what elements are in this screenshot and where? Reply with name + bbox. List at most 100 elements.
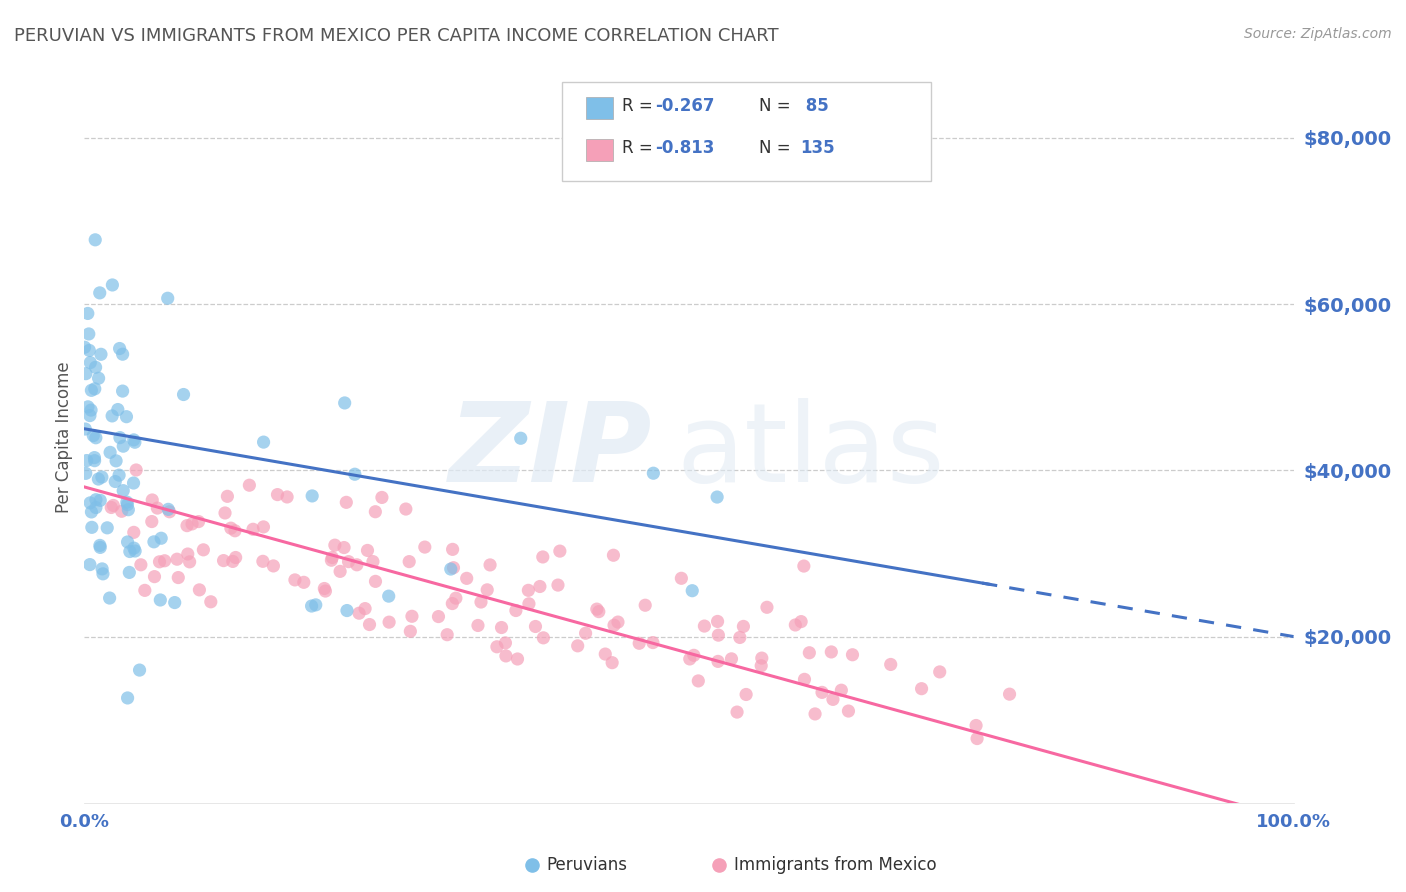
Point xyxy=(804,706,827,721)
Point xyxy=(725,705,748,719)
Point xyxy=(90,470,112,484)
Point xyxy=(90,347,112,361)
Point xyxy=(83,382,105,396)
Text: N =: N = xyxy=(759,97,796,115)
Point xyxy=(124,435,146,450)
Point xyxy=(531,631,554,645)
Point xyxy=(117,502,139,516)
Point xyxy=(222,554,245,568)
Point xyxy=(193,542,215,557)
Point xyxy=(440,562,463,576)
Point xyxy=(441,597,464,611)
Point xyxy=(98,591,121,605)
Point xyxy=(707,654,730,668)
Point xyxy=(401,609,423,624)
Point xyxy=(242,522,264,536)
Point xyxy=(343,467,366,482)
Point xyxy=(117,498,139,512)
Point xyxy=(142,534,165,549)
Point xyxy=(83,453,105,467)
Point xyxy=(89,493,111,508)
Point xyxy=(150,531,173,545)
Point xyxy=(79,409,101,423)
Point xyxy=(841,648,863,662)
Point xyxy=(266,487,288,501)
Point xyxy=(108,468,131,483)
Text: Peruvians: Peruvians xyxy=(547,856,627,874)
Point xyxy=(153,554,176,568)
Point xyxy=(122,476,145,491)
Point xyxy=(79,343,101,358)
Point xyxy=(84,360,107,375)
Text: R =: R = xyxy=(623,97,658,115)
Point xyxy=(115,495,138,509)
Point xyxy=(880,657,903,672)
Point xyxy=(276,490,298,504)
Point xyxy=(505,603,527,617)
Point xyxy=(284,573,307,587)
Point xyxy=(693,619,716,633)
Point xyxy=(346,558,368,572)
Point xyxy=(600,656,623,670)
Point xyxy=(755,600,778,615)
Point xyxy=(529,580,551,594)
Point xyxy=(146,501,169,516)
Point xyxy=(427,609,450,624)
Point xyxy=(830,683,852,698)
Point xyxy=(928,665,950,679)
Text: 135: 135 xyxy=(800,139,835,157)
Point xyxy=(321,553,343,567)
Point xyxy=(84,233,107,247)
Point xyxy=(735,688,758,702)
Point xyxy=(793,673,815,687)
Point xyxy=(720,652,742,666)
Point xyxy=(467,618,489,632)
Text: -0.267: -0.267 xyxy=(655,97,714,115)
Point xyxy=(112,483,135,498)
Point xyxy=(602,548,624,562)
Point xyxy=(603,618,626,632)
Point xyxy=(671,571,693,585)
Point xyxy=(314,584,336,599)
Point xyxy=(75,367,97,381)
Point xyxy=(707,628,730,642)
Point xyxy=(224,524,246,538)
Point xyxy=(82,428,104,442)
Point xyxy=(238,478,260,492)
Point xyxy=(91,562,114,576)
Point xyxy=(361,555,384,569)
Point xyxy=(80,403,103,417)
Point xyxy=(520,796,543,810)
Point xyxy=(252,554,274,568)
Point xyxy=(790,615,813,629)
Point xyxy=(444,591,467,606)
Point xyxy=(118,544,141,558)
Point xyxy=(200,595,222,609)
Point xyxy=(998,687,1021,701)
Point xyxy=(84,492,107,507)
Point xyxy=(821,692,844,706)
Point xyxy=(225,550,247,565)
Point xyxy=(477,582,499,597)
Point xyxy=(141,515,163,529)
Point xyxy=(107,402,129,417)
Point xyxy=(301,599,323,613)
Point xyxy=(122,541,145,556)
Point xyxy=(159,505,181,519)
Point xyxy=(122,433,145,447)
Point xyxy=(336,603,359,617)
Point xyxy=(98,445,121,459)
Text: atlas: atlas xyxy=(676,398,945,505)
Point xyxy=(143,569,166,583)
Point xyxy=(104,475,127,489)
Point xyxy=(176,518,198,533)
Point xyxy=(395,502,418,516)
Point xyxy=(820,645,842,659)
Point xyxy=(751,651,773,665)
Point xyxy=(84,431,107,445)
Point xyxy=(485,640,508,654)
Point xyxy=(167,570,190,584)
Point xyxy=(117,690,139,705)
Point xyxy=(173,387,195,401)
Point xyxy=(76,453,98,467)
